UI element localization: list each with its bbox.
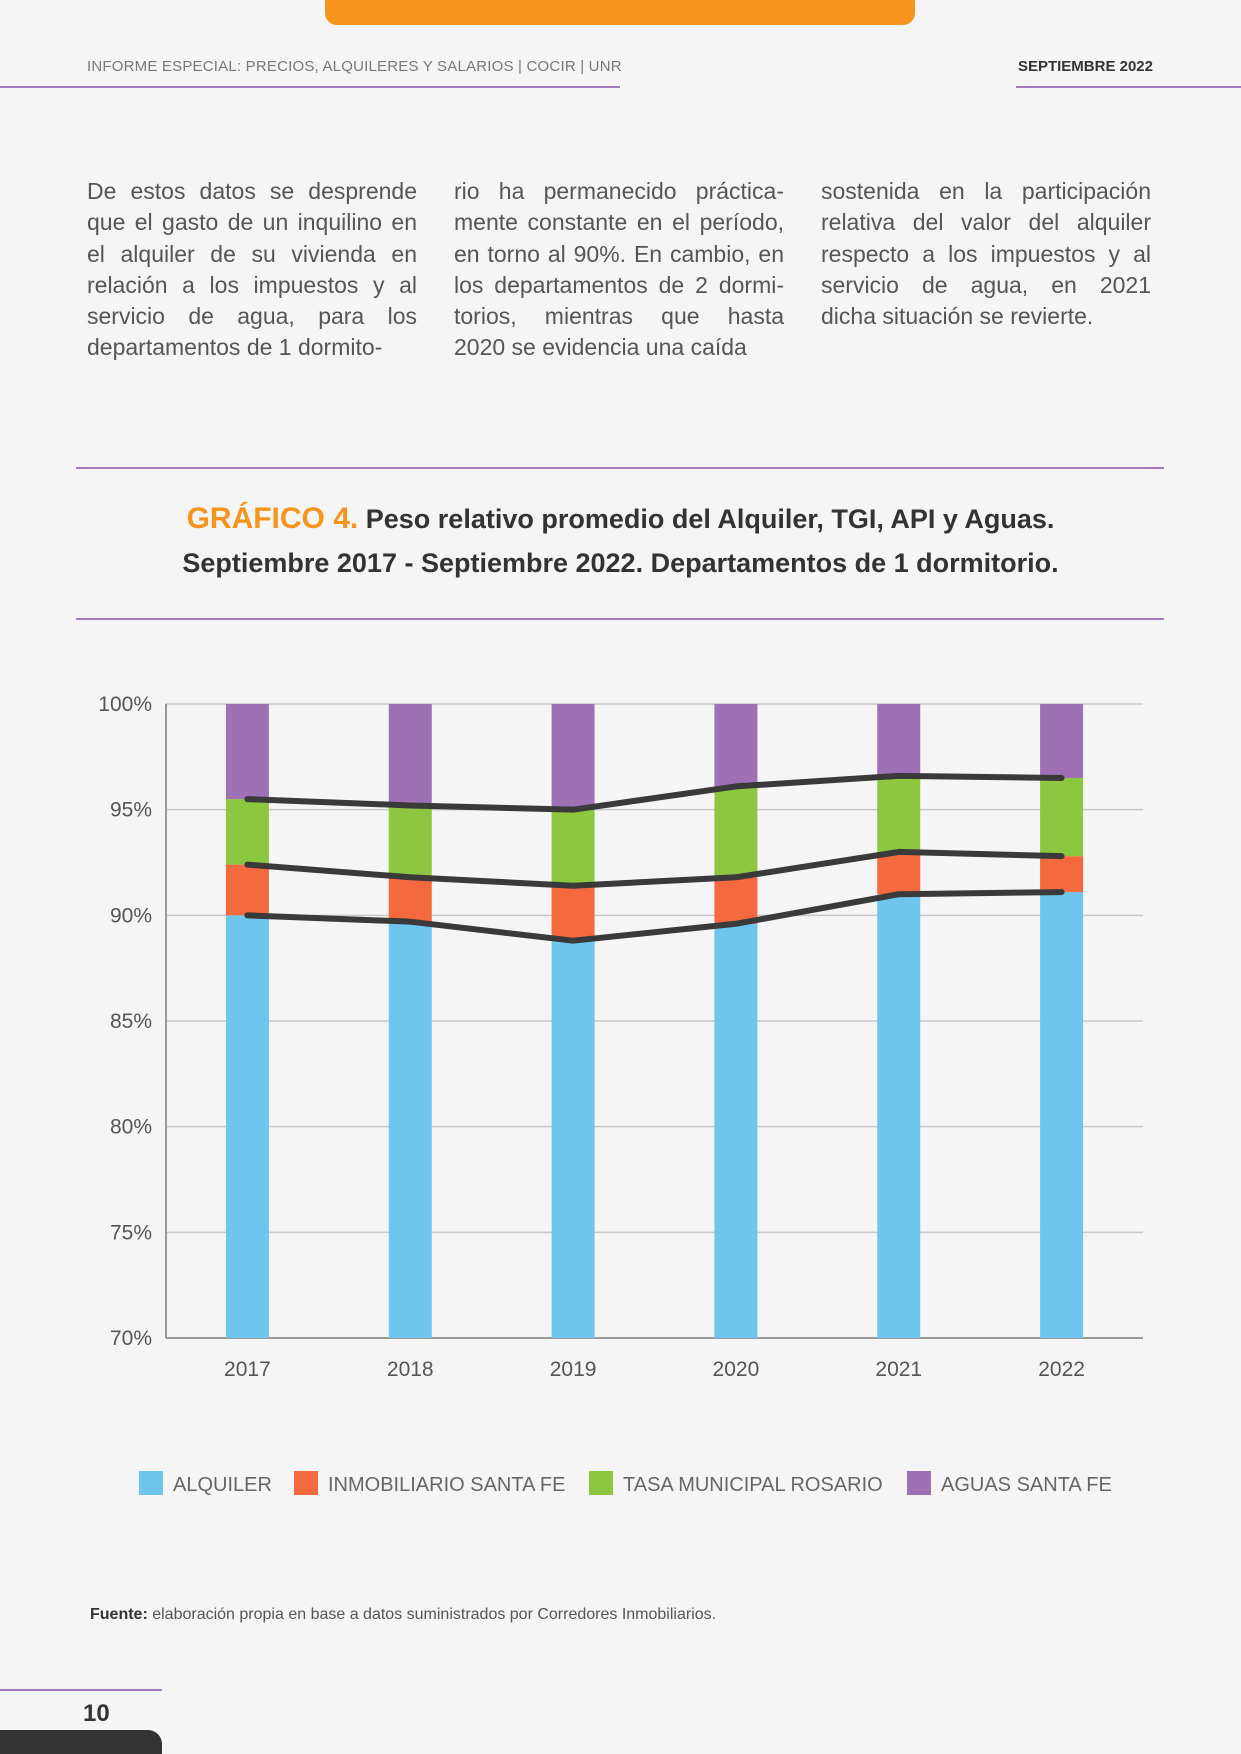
chart-title-line: GRÁFICO 4. Peso relativo promedio del Al… — [0, 502, 1241, 536]
x-tick-label: 2022 — [1038, 1358, 1085, 1381]
header-left: INFORME ESPECIAL: PRECIOS, ALQUILERES Y … — [87, 58, 622, 75]
bar-segment — [714, 877, 758, 924]
chart-rule — [76, 467, 1164, 469]
text-line: relativa del valor del alquiler — [821, 209, 1151, 236]
text-line: sostenida en la participación — [821, 178, 1151, 204]
legend-label: ALQUILER — [173, 1474, 272, 1496]
bar-segment — [1040, 856, 1084, 893]
footer-rule — [0, 1689, 162, 1691]
bar-segment — [877, 704, 921, 776]
header-rule — [1016, 86, 1241, 88]
bar-segment — [877, 894, 921, 1338]
boundary-line — [244, 889, 1065, 944]
footer-bar — [0, 1730, 162, 1754]
boundary-line — [244, 772, 1065, 813]
bar-segment — [551, 704, 595, 810]
y-tick-label: 70% — [110, 1327, 152, 1350]
text-line: el alquiler de su vivienda en — [87, 240, 417, 267]
bar-segment — [877, 851, 921, 895]
text-line: respecto a los impuestos y al — [821, 240, 1151, 267]
y-tick-label: 85% — [110, 1010, 152, 1033]
legend-swatch — [139, 1471, 163, 1495]
source-label: Fuente: — [90, 1606, 148, 1623]
text-line: torios, mientras que hasta — [454, 303, 784, 330]
bar-segment — [225, 915, 269, 1338]
bar-segment — [1040, 704, 1084, 778]
chart-rule — [76, 618, 1164, 620]
y-tick-label: 100% — [98, 693, 152, 716]
x-tick-label: 2020 — [713, 1358, 760, 1381]
text-line: rio ha permanecido práctica- — [454, 178, 784, 204]
bar-segment — [1040, 777, 1084, 857]
text-line: dicha situación se revierte. — [821, 303, 1094, 330]
legend-swatch — [294, 1471, 318, 1495]
header-rule — [0, 86, 620, 88]
y-tick-label: 80% — [110, 1116, 152, 1139]
bar-segment — [225, 704, 269, 800]
y-tick-label: 90% — [110, 904, 152, 927]
y-tick-label: 95% — [110, 799, 152, 822]
text-line: servicio de agua, para los — [87, 303, 417, 330]
bar-segment — [388, 877, 432, 922]
legend-label: TASA MUNICIPAL ROSARIO — [623, 1474, 883, 1496]
legend-label: INMOBILIARIO SANTA FE — [328, 1474, 565, 1496]
bar-segment — [877, 775, 921, 852]
text-column: sostenida en la participación relativa de… — [821, 176, 1151, 332]
bar-segment — [388, 921, 432, 1338]
bar-segment — [551, 809, 595, 886]
bar-segment — [1040, 892, 1084, 1338]
text-line: relación a los impuestos y al — [87, 271, 417, 298]
bar-segment — [388, 704, 432, 806]
header-right: SEPTIEMBRE 2022 — [1017, 58, 1153, 75]
boundary-line — [244, 848, 1065, 889]
x-tick-label: 2017 — [224, 1358, 271, 1381]
bar-segment — [551, 885, 595, 941]
legend-label: AGUAS SANTA FE — [941, 1474, 1112, 1496]
text-line: mente constante en el período, — [454, 209, 784, 236]
header-bar — [325, 0, 915, 25]
text-line: servicio de agua, en 2021 — [821, 271, 1151, 298]
bar-segment — [714, 786, 758, 878]
source: Fuente: elaboración propia en base a dat… — [90, 1606, 716, 1624]
bar-segment — [225, 864, 269, 916]
bar-segment — [388, 805, 432, 878]
x-tick-label: 2019 — [550, 1358, 597, 1381]
bar-segment — [225, 799, 269, 865]
legend-swatch — [907, 1471, 931, 1495]
bar-segment — [551, 940, 595, 1338]
source-text: elaboración propia en base a datos sumin… — [147, 1606, 717, 1623]
legend-swatch — [589, 1471, 613, 1495]
text-line: 2020 se evidencia una caída — [454, 334, 747, 361]
y-tick-label: 75% — [110, 1221, 152, 1244]
bar-segment — [714, 704, 758, 787]
x-tick-label: 2018 — [387, 1358, 434, 1381]
text-line: los departamentos de 2 dormi- — [454, 271, 784, 298]
chart-label: GRÁFICO 4. — [186, 502, 359, 535]
text-column: rio ha permanecido práctica-mente consta… — [454, 176, 784, 364]
chart-subtitle: Septiembre 2017 - Septiembre 2022. Depar… — [182, 548, 1059, 578]
page-number: 10 — [83, 1700, 110, 1727]
text-line: De estos datos se desprende — [87, 178, 417, 204]
text-column: De estos datos se desprende que el gasto … — [87, 176, 417, 364]
chart-title: Peso relativo promedio del Alquiler, TGI… — [365, 504, 1055, 534]
text-line: que el gasto de un inquilino en — [87, 209, 417, 236]
x-tick-label: 2021 — [875, 1358, 922, 1381]
text-line: en torno al 90%. En cambio, en — [454, 240, 784, 267]
bar-segment — [714, 923, 758, 1338]
text-line: departamentos de 1 dormito- — [87, 334, 383, 361]
